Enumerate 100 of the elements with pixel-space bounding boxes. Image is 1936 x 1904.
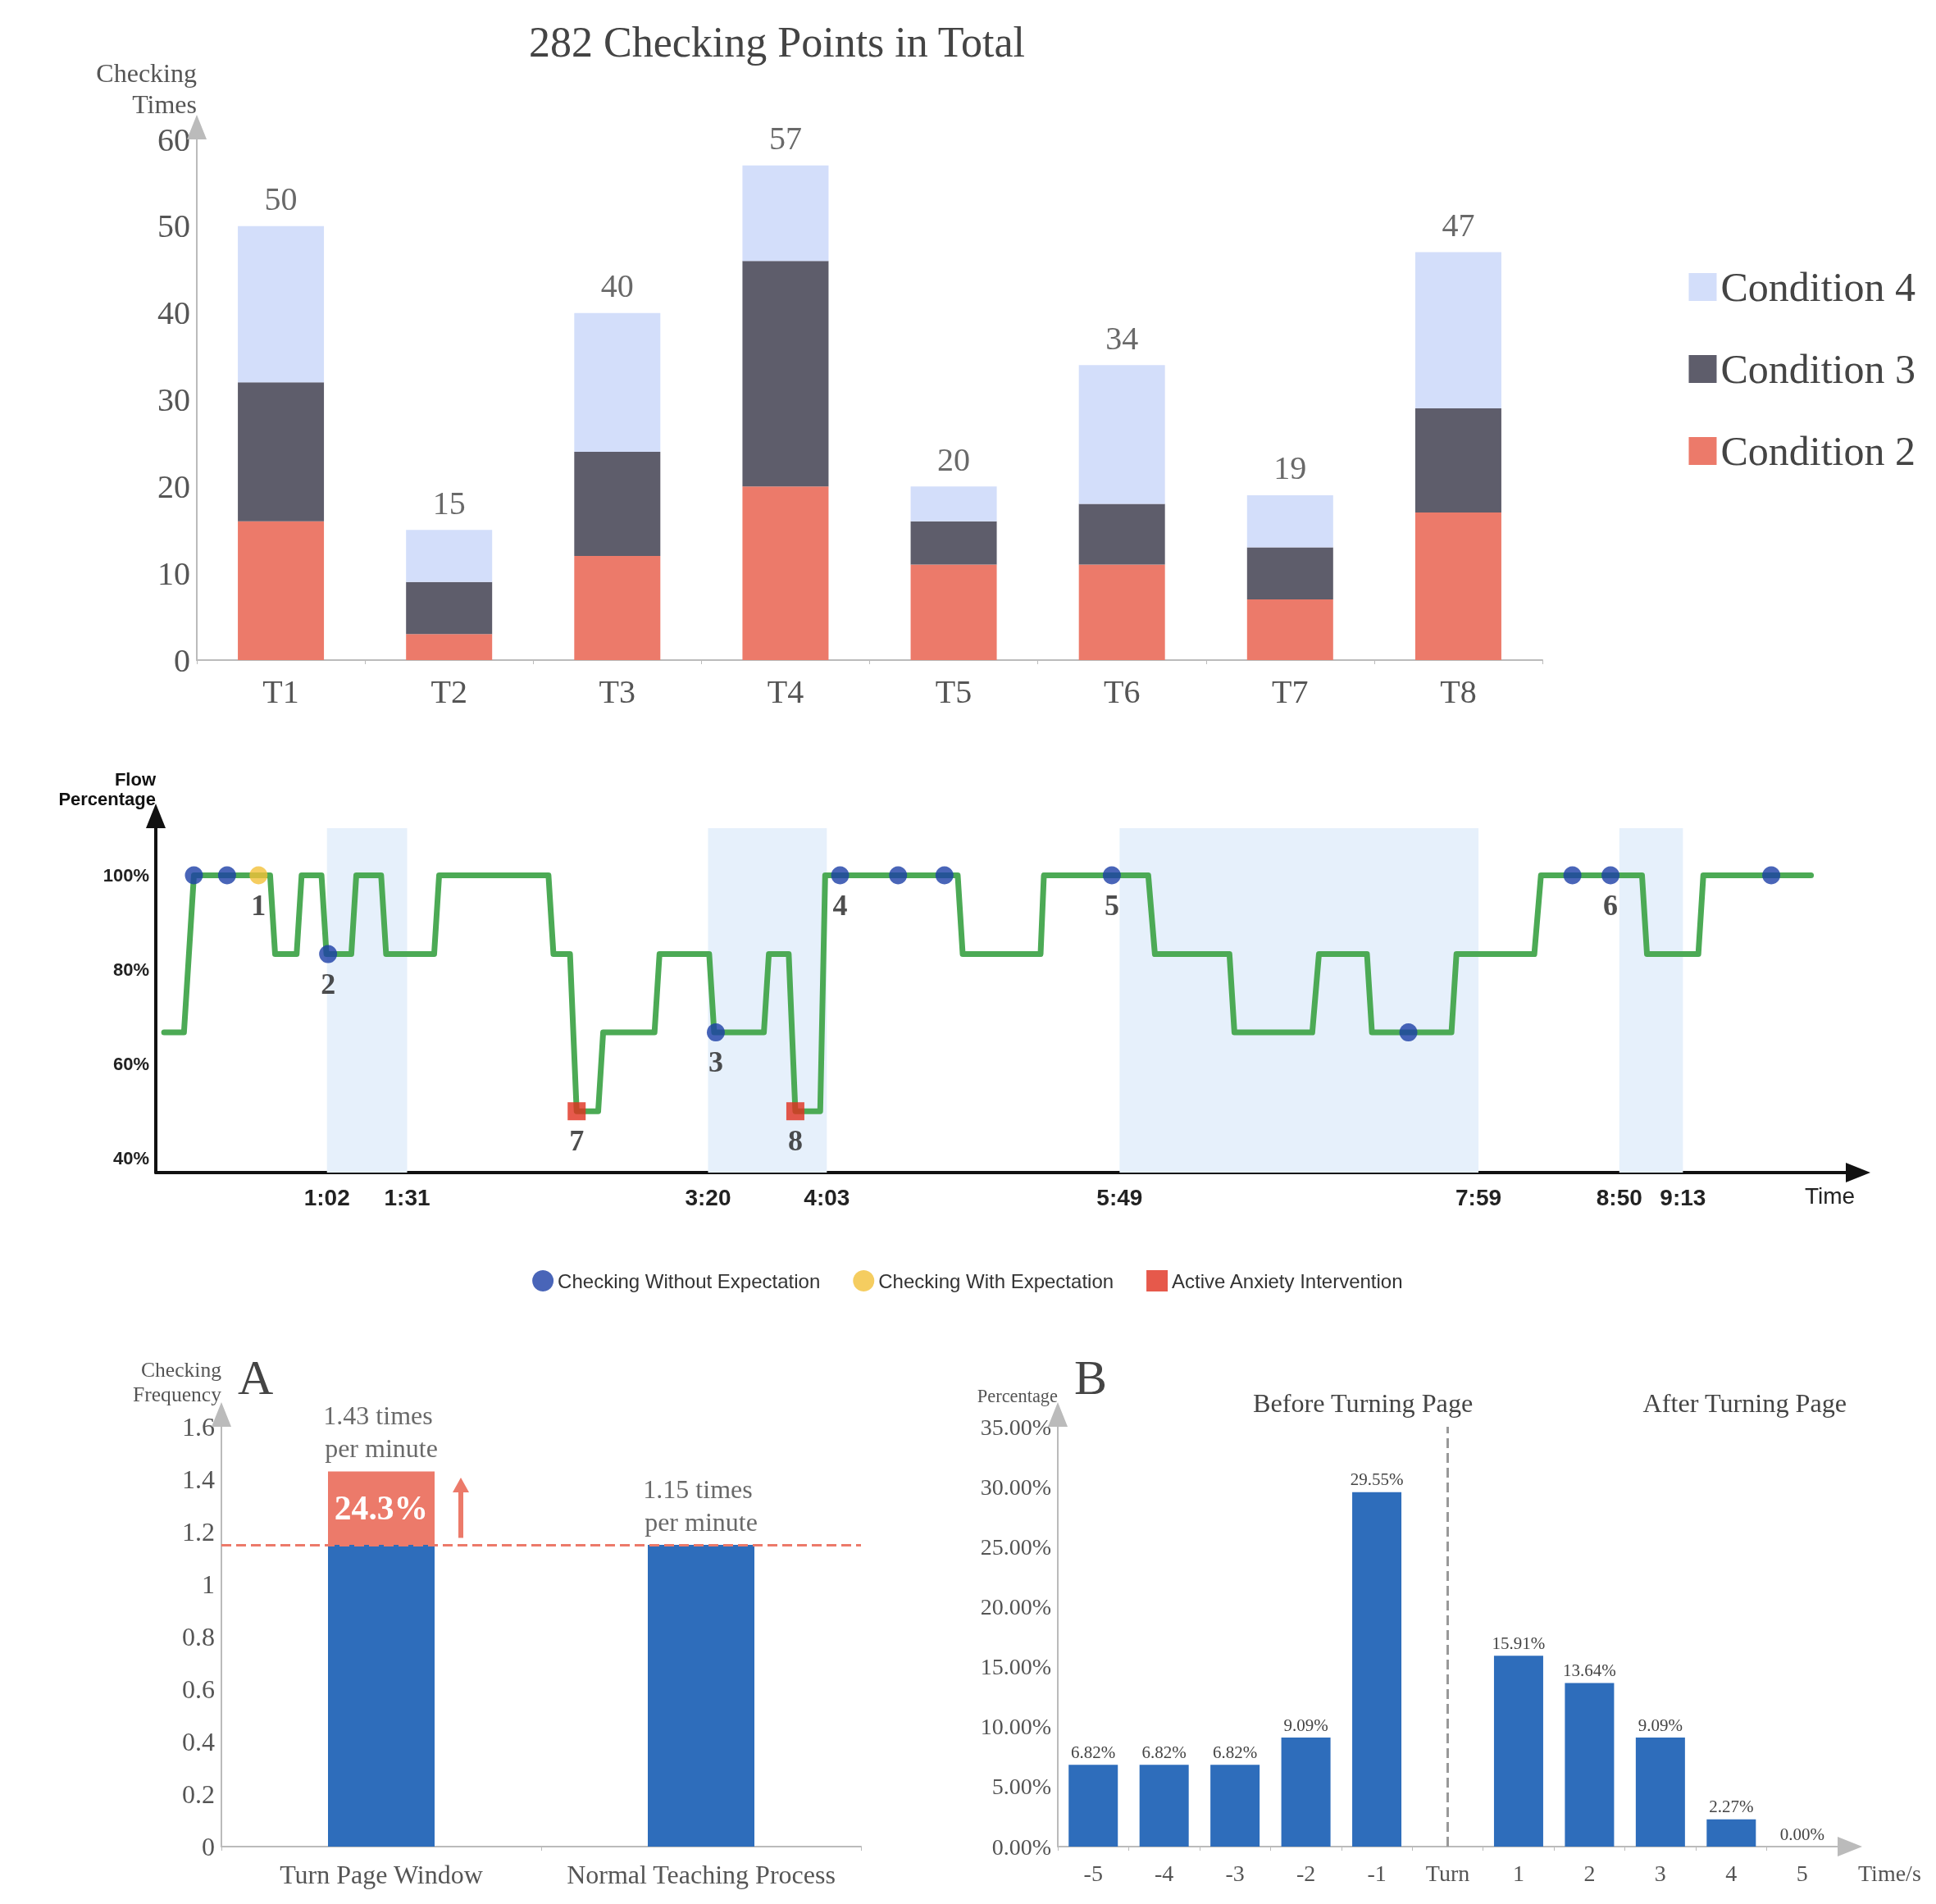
y-tick-label: 30 bbox=[157, 381, 190, 418]
x-tick-label: T4 bbox=[767, 672, 804, 710]
y-tick-label: 0.00% bbox=[991, 1833, 1051, 1860]
y-tick-label: 10 bbox=[157, 554, 190, 592]
x-tick-label: 2 bbox=[1583, 1860, 1596, 1886]
bar bbox=[742, 486, 829, 660]
y-tick-label: 15.00% bbox=[980, 1654, 1051, 1680]
y-tick-label: 1.4 bbox=[182, 1464, 215, 1494]
data-label: 29.55% bbox=[1350, 1469, 1404, 1490]
y-tick-label: 60% bbox=[112, 1054, 149, 1075]
x-tick-label: T2 bbox=[430, 672, 467, 710]
data-label: 9.09% bbox=[1283, 1715, 1328, 1735]
x-tick-label: T1 bbox=[262, 672, 299, 710]
y-tick-label: 25.00% bbox=[980, 1533, 1051, 1560]
bar bbox=[406, 634, 493, 660]
bar bbox=[1139, 1765, 1189, 1847]
y-tick-label: 0.6 bbox=[182, 1674, 215, 1704]
total-label: 57 bbox=[768, 120, 802, 157]
legend-label: Condition 3 bbox=[1720, 346, 1916, 392]
x-tick-label: Turn bbox=[1425, 1860, 1470, 1886]
bar bbox=[1078, 564, 1165, 660]
point bbox=[786, 1102, 804, 1121]
x-tick-label: T7 bbox=[1272, 672, 1309, 710]
data-label: 13.64% bbox=[1563, 1660, 1616, 1680]
y-tick-label: 1.2 bbox=[182, 1517, 215, 1546]
y-tick-label: 60 bbox=[157, 121, 190, 158]
annotation: 2 bbox=[321, 967, 336, 1000]
x-tick-label: -3 bbox=[1225, 1860, 1245, 1886]
x-tick-label: 5:49 bbox=[1096, 1184, 1143, 1210]
y-tick-label: 0 bbox=[174, 641, 190, 679]
annotation: 6 bbox=[1603, 888, 1619, 922]
bar bbox=[1078, 503, 1165, 565]
bar bbox=[1246, 599, 1333, 660]
point bbox=[319, 945, 338, 963]
bar bbox=[1210, 1765, 1260, 1847]
point bbox=[249, 866, 268, 885]
total-label: 47 bbox=[1442, 207, 1475, 244]
point bbox=[889, 866, 908, 885]
x-tick-label: T5 bbox=[935, 672, 973, 710]
y-tick-label: 80% bbox=[112, 959, 149, 981]
y-axis-title: Checking Frequency bbox=[132, 1357, 222, 1407]
x-tick-label: 5 bbox=[1796, 1860, 1808, 1886]
bar bbox=[910, 564, 997, 660]
total-label: 15 bbox=[432, 484, 466, 522]
y-tick-label: 1.6 bbox=[182, 1412, 215, 1442]
bar bbox=[238, 521, 325, 660]
y-tick-label: 1 bbox=[202, 1569, 215, 1599]
bar bbox=[910, 521, 997, 565]
x-tick-label: -1 bbox=[1367, 1860, 1387, 1886]
y-tick-label: 40% bbox=[112, 1148, 149, 1169]
point bbox=[935, 866, 954, 885]
x-tick-label: -4 bbox=[1155, 1860, 1174, 1886]
x-tick-label: 3:20 bbox=[685, 1184, 731, 1210]
y-tick-label: 20.00% bbox=[980, 1593, 1051, 1619]
y-axis-title: Flow Percentage bbox=[58, 768, 157, 809]
y-tick-label: 5.00% bbox=[991, 1774, 1051, 1800]
bar bbox=[1068, 1765, 1118, 1847]
point bbox=[706, 1023, 725, 1042]
annotation: 24.3% bbox=[334, 1489, 429, 1528]
annotation: 3 bbox=[708, 1045, 723, 1079]
bar bbox=[1706, 1819, 1756, 1847]
point bbox=[1399, 1023, 1418, 1042]
annotation: 7 bbox=[569, 1124, 585, 1158]
bar bbox=[574, 312, 661, 452]
chart-title: A bbox=[238, 1351, 274, 1405]
point bbox=[1762, 866, 1781, 885]
bar bbox=[1078, 365, 1165, 504]
bar bbox=[1414, 512, 1501, 660]
data-label: 9.09% bbox=[1638, 1715, 1683, 1735]
chart-title: 282 Checking Points in Total bbox=[529, 18, 1025, 66]
bar bbox=[1635, 1738, 1685, 1847]
bar bbox=[1565, 1683, 1615, 1847]
x-tick-label: T3 bbox=[599, 672, 636, 710]
x-tick-label: 1:02 bbox=[303, 1184, 350, 1210]
y-axis-title: Percentage bbox=[977, 1386, 1059, 1407]
x-tick-label: T6 bbox=[1103, 672, 1141, 710]
point bbox=[184, 866, 203, 885]
bar bbox=[238, 225, 325, 383]
x-tick-label: -5 bbox=[1083, 1860, 1103, 1886]
bar bbox=[238, 382, 325, 522]
y-tick-label: 0.8 bbox=[182, 1622, 215, 1651]
bar bbox=[1414, 252, 1501, 409]
x-tick-label: T8 bbox=[1440, 672, 1477, 710]
point bbox=[1601, 866, 1620, 885]
x-tick-label: 3 bbox=[1654, 1860, 1666, 1886]
bar bbox=[1281, 1738, 1331, 1847]
total-label: 40 bbox=[600, 267, 634, 305]
x-axis-title: Time/s bbox=[1858, 1860, 1921, 1886]
y-tick-label: 35.00% bbox=[980, 1414, 1051, 1440]
chart-title: B bbox=[1074, 1351, 1108, 1405]
y-tick-label: 0 bbox=[202, 1832, 215, 1861]
bar bbox=[742, 261, 829, 487]
y-tick-label: 20 bbox=[157, 467, 190, 505]
x-tick-label: Normal Teaching Process bbox=[567, 1860, 836, 1889]
point bbox=[831, 866, 850, 885]
legend-label: Checking With Expectation bbox=[878, 1269, 1114, 1292]
annotation: 1 bbox=[251, 888, 266, 922]
total-label: 50 bbox=[264, 180, 298, 218]
bar bbox=[1246, 494, 1333, 548]
total-label: 1.43 times per minute bbox=[323, 1401, 440, 1464]
